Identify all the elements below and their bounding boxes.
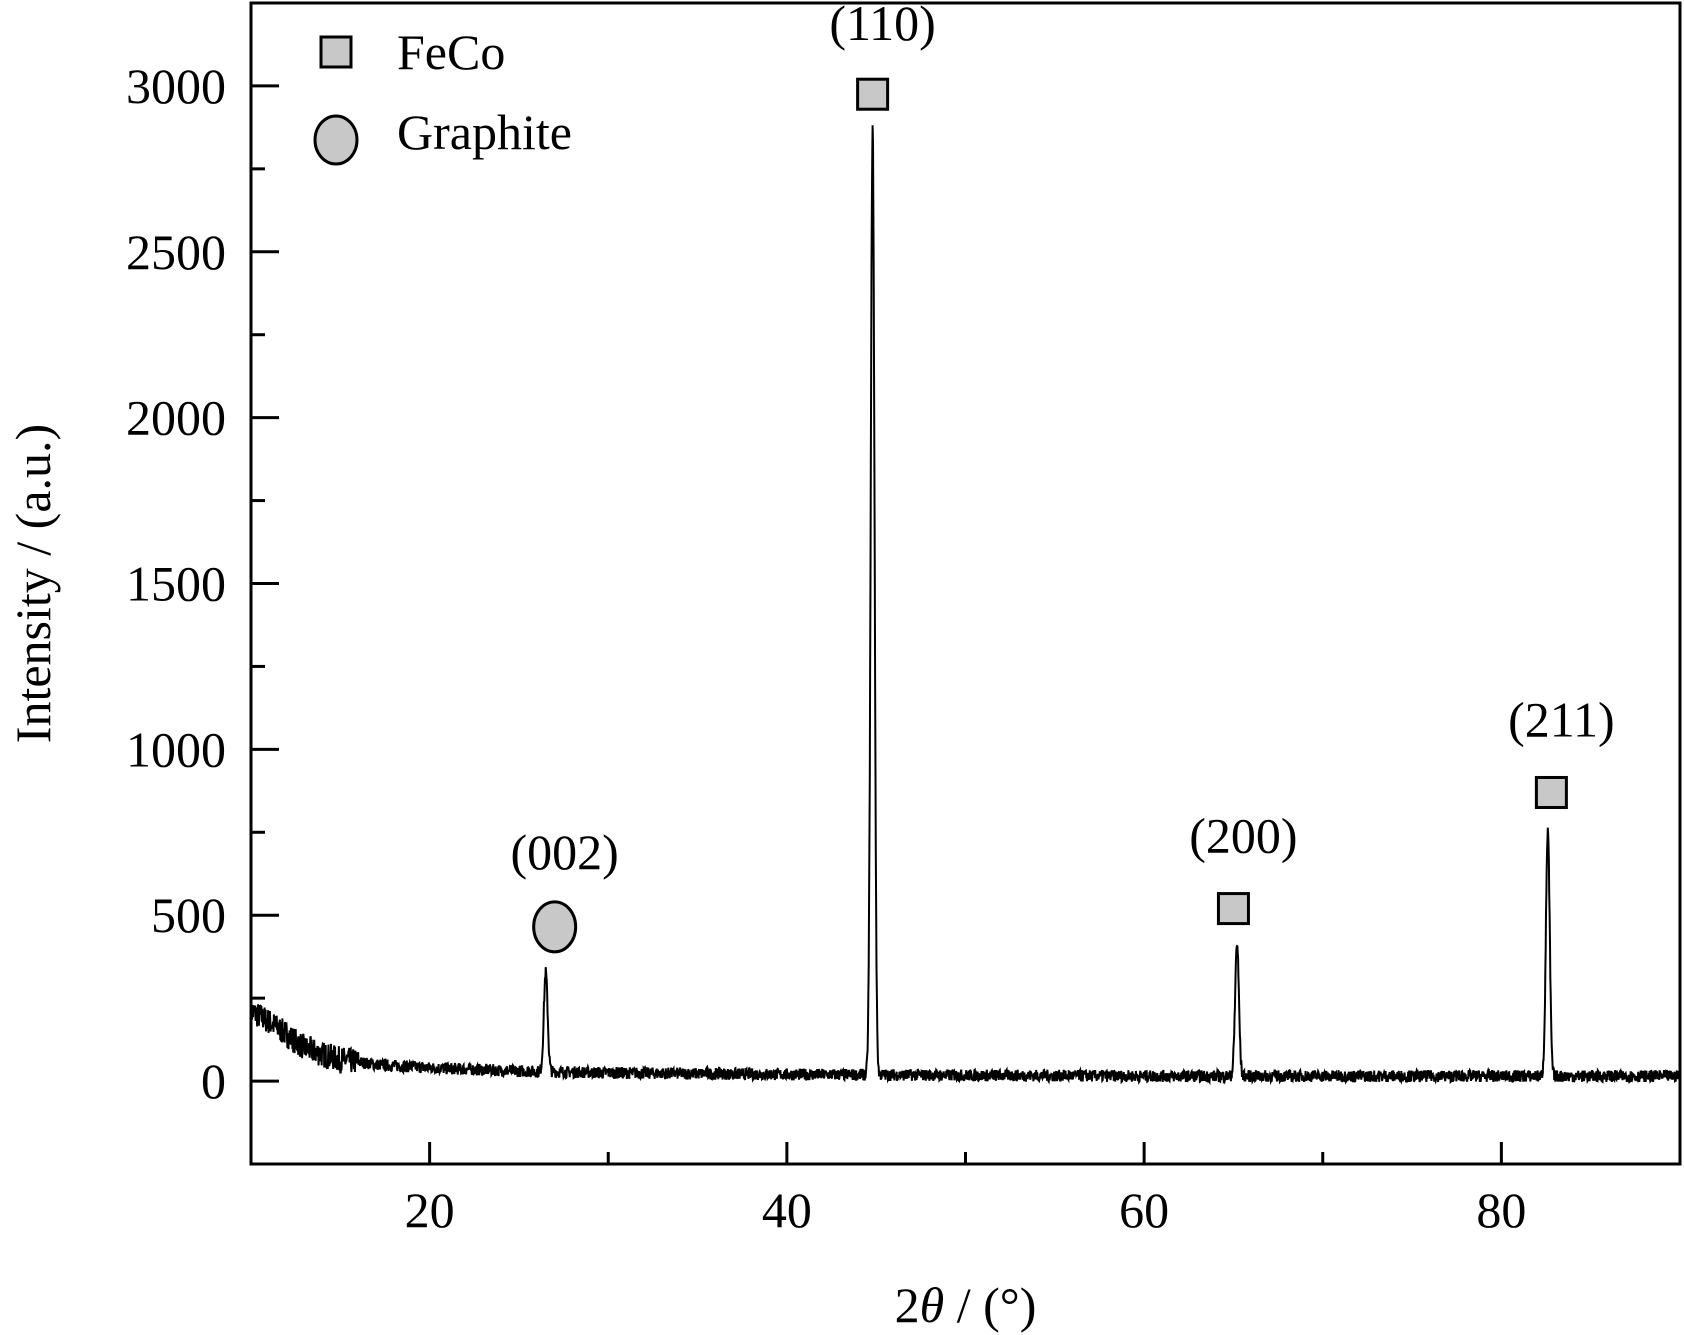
legend-circle-marker <box>313 114 359 166</box>
plot-marks <box>250 125 1681 1086</box>
legend: FeCo Graphite <box>313 24 572 166</box>
legend-label: Graphite <box>397 104 572 160</box>
peak-miller-index-label: (200) <box>1189 808 1297 864</box>
y-axis-title: Intensity / (a.u.) <box>5 424 61 743</box>
plot-frame <box>249 1 1682 1166</box>
feco-peak-marker <box>1534 775 1568 809</box>
y-tick-label: 3000 <box>126 58 226 114</box>
y-tick-label: 0 <box>201 1053 226 1109</box>
x-tick-label: 20 <box>405 1182 455 1238</box>
x-axis-title: 2θ / (°) <box>895 1277 1037 1333</box>
feco-peak-marker <box>856 77 890 111</box>
x-axis-title-prefix: 2 <box>895 1277 920 1333</box>
y-tick-label: 2500 <box>126 224 226 280</box>
peak-miller-index-label: (211) <box>1508 692 1614 748</box>
y-tick-label: 1000 <box>126 721 226 777</box>
legend-square-marker <box>319 35 353 69</box>
y-tick-label: 2000 <box>126 390 226 446</box>
xrd-pattern-line <box>250 125 1681 1086</box>
y-tick-label: 1500 <box>126 556 226 612</box>
x-tick-label: 40 <box>762 1182 812 1238</box>
x-axis-title-suffix: / (°) <box>944 1277 1036 1333</box>
peak-miller-index-label: (002) <box>511 824 619 880</box>
peak-miller-index-label: (110) <box>829 0 935 51</box>
legend-label: FeCo <box>397 24 505 80</box>
graphite-peak-marker <box>532 900 578 954</box>
y-tick-label: 500 <box>151 887 226 943</box>
feco-peak-marker <box>1216 892 1250 926</box>
x-axis-title-symbol: θ <box>920 1277 945 1333</box>
axis-ticks: 20 40 60 80 0 500 1000 1500 2000 2500 3000 <box>126 1 1526 1238</box>
peak-annotations: (002) (110) (200) (211) <box>511 0 1615 954</box>
x-tick-label: 80 <box>1476 1182 1526 1238</box>
x-tick-label: 60 <box>1119 1182 1169 1238</box>
